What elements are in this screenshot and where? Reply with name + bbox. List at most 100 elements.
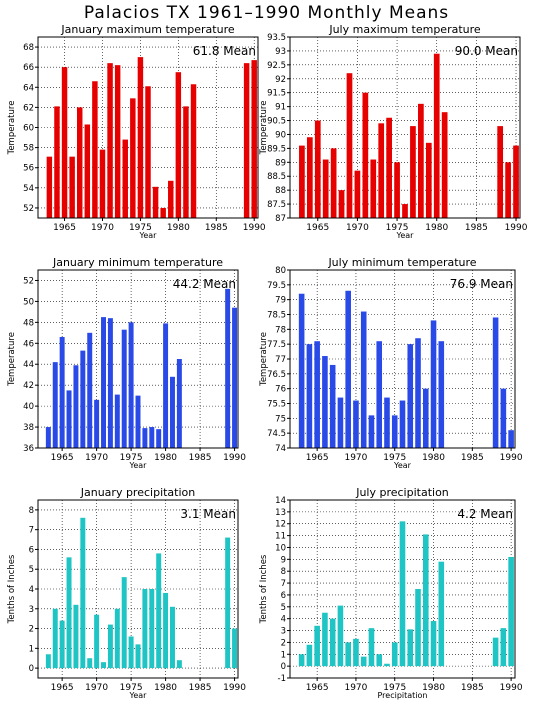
- data-bar: [306, 644, 313, 667]
- x-tick-label: 1985: [461, 683, 484, 693]
- data-bar: [438, 341, 445, 448]
- data-bar: [251, 60, 257, 218]
- data-bar: [54, 106, 60, 218]
- y-tick-label: 74.5: [267, 429, 286, 439]
- data-bar: [66, 390, 72, 448]
- y-tick-label: 54: [23, 184, 34, 194]
- data-bar: [360, 311, 367, 448]
- data-bar: [505, 162, 511, 218]
- chart-panel-3: January minimum temperature 36 38 40 42 44 46 4…: [7, 256, 246, 470]
- x-tick-label: 1970: [344, 453, 367, 463]
- data-bar: [497, 126, 504, 218]
- data-bar: [329, 364, 336, 448]
- plot-frame: [37, 269, 239, 449]
- data-bar: [353, 400, 359, 448]
- y-tick-label: 3: [29, 605, 34, 615]
- x-axis-label: Year: [139, 231, 158, 240]
- chart-panel-2: July maximum temperature 87 87.5 88 88.5 89 89…: [259, 23, 528, 240]
- y-tick-label: 38: [23, 423, 34, 433]
- data-bar: [46, 156, 53, 218]
- data-bar: [170, 606, 175, 669]
- data-bar: [394, 162, 400, 218]
- x-tick-label: 1970: [91, 223, 114, 233]
- data-bar: [243, 63, 250, 219]
- data-bar: [415, 338, 421, 448]
- mean-annotation: 4.2 Mean: [457, 507, 513, 521]
- data-bar: [425, 142, 432, 218]
- y-tick-label: 87: [275, 214, 286, 224]
- y-tick-label: 13: [275, 508, 286, 518]
- data-bar: [152, 186, 159, 218]
- x-axis-label: Year: [396, 231, 415, 240]
- data-bar: [69, 156, 75, 218]
- data-bar: [391, 642, 398, 667]
- x-tick-label: 1975: [383, 453, 406, 463]
- x-tick-label: 1980: [425, 223, 448, 233]
- data-bar: [225, 288, 231, 448]
- page-title: Palacios TX 1961–1990 Monthly Means: [83, 3, 450, 23]
- data-bar: [149, 427, 155, 448]
- data-bar: [306, 137, 313, 218]
- data-bar: [101, 662, 106, 669]
- data-bar: [438, 561, 445, 667]
- y-tick-label: 5: [281, 603, 286, 613]
- chart-title: January minimum temperature: [52, 256, 223, 269]
- data-bar: [232, 307, 238, 448]
- y-tick-label: 89.5: [267, 144, 286, 154]
- data-bar: [52, 608, 58, 669]
- y-tick-label: 62: [23, 103, 34, 113]
- x-axis-label: Year: [129, 691, 148, 700]
- chart-panel-1: January maximum temperature 52 54 56 58 60 62 6…: [7, 23, 266, 240]
- y-tick-label: 88.5: [267, 172, 286, 182]
- data-bar: [329, 618, 336, 667]
- y-axis-label: Temperature: [259, 332, 269, 387]
- data-bar: [170, 376, 175, 448]
- data-bar: [298, 654, 305, 667]
- data-bar: [322, 356, 328, 448]
- chart-panel-5: January precipitation 0 1 2 3 4 5 6 7 8 1965 1970 19…: [7, 486, 246, 700]
- data-bar: [176, 359, 182, 448]
- y-tick-label: 56: [23, 164, 34, 174]
- x-tick-label: 1965: [306, 683, 329, 693]
- x-tick-label: 1975: [120, 683, 143, 693]
- data-bar: [353, 638, 359, 667]
- x-tick-label: 1975: [386, 223, 409, 233]
- x-tick-label: 1980: [154, 683, 177, 693]
- data-bar: [384, 397, 390, 448]
- data-bar: [500, 628, 507, 667]
- data-bar: [160, 207, 166, 218]
- y-tick-label: 14: [275, 496, 286, 506]
- x-tick-label: 1980: [422, 453, 445, 463]
- data-bar: [370, 159, 377, 218]
- data-bar: [76, 107, 83, 218]
- data-bar: [492, 637, 499, 667]
- data-bar: [376, 341, 383, 448]
- data-bar: [107, 624, 113, 669]
- data-bar: [135, 395, 141, 448]
- x-tick-label: 1990: [223, 453, 246, 463]
- y-tick-label: 42: [23, 381, 34, 391]
- data-bar: [156, 553, 162, 669]
- chart-panel-4: July minimum temperature 74 74.5 75 75.5 76 76…: [259, 256, 523, 470]
- x-tick-label: 1970: [85, 683, 108, 693]
- data-bar: [99, 149, 106, 218]
- y-tick-label: 11: [275, 532, 286, 542]
- y-tick-label: 80: [275, 266, 286, 276]
- y-tick-label: 92: [275, 75, 286, 85]
- y-tick-label: 89: [275, 158, 286, 168]
- data-bar: [368, 628, 375, 667]
- y-tick-label: 8: [281, 567, 286, 577]
- y-tick-label: 77.5: [267, 340, 286, 350]
- data-bar: [94, 614, 100, 669]
- mean-annotation: 76.9 Mean: [450, 277, 513, 291]
- y-tick-label: 93.5: [267, 33, 286, 43]
- chart-title: January maximum temperature: [60, 23, 234, 36]
- data-bar: [87, 658, 93, 669]
- data-bar: [500, 388, 507, 448]
- y-tick-label: 75.5: [267, 400, 286, 410]
- data-bar: [337, 605, 344, 667]
- y-tick-label: 93: [275, 47, 286, 57]
- data-bar: [418, 103, 424, 218]
- y-tick-label: 7: [29, 526, 34, 536]
- x-tick-label: 1975: [120, 453, 143, 463]
